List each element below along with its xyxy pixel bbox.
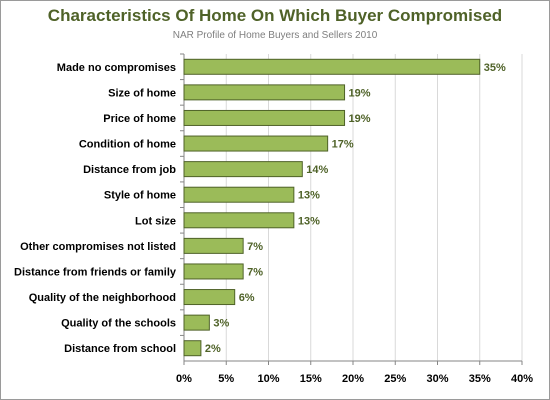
data-label: 13% (298, 190, 320, 202)
bar (183, 263, 244, 280)
bar (183, 84, 346, 101)
bar (183, 314, 210, 331)
category-label: Price of home (103, 113, 176, 125)
data-label: 19% (349, 87, 371, 99)
x-tick-label: 15% (300, 373, 322, 385)
category-label: Lot size (135, 215, 176, 227)
bar (183, 58, 481, 75)
x-tick-label: 10% (257, 373, 279, 385)
x-tick-label: 35% (469, 373, 491, 385)
bar (183, 186, 295, 203)
data-label: 7% (247, 241, 263, 253)
category-label: Quality of the neighborhood (29, 292, 176, 304)
x-tick-label: 30% (426, 373, 448, 385)
x-tick-label: 40% (511, 373, 533, 385)
category-label: Distance from school (64, 343, 176, 355)
category-label: Quality of the schools (61, 318, 176, 330)
category-label: Size of home (108, 87, 176, 99)
data-label: 14% (306, 164, 328, 176)
bar (183, 237, 244, 254)
category-label: Condition of home (79, 139, 176, 151)
category-label: Distance from job (83, 164, 176, 176)
data-label: 17% (332, 139, 354, 151)
category-label: Style of home (104, 190, 176, 202)
data-label: 13% (298, 215, 320, 227)
data-label: 3% (213, 318, 229, 330)
bar (183, 161, 303, 178)
bar (183, 340, 202, 357)
bar (183, 212, 295, 229)
category-label: Made no compromises (57, 62, 176, 74)
bar (183, 289, 236, 306)
data-label: 7% (247, 266, 263, 278)
x-tick-label: 0% (176, 373, 192, 385)
x-tick-label: 20% (342, 373, 364, 385)
x-tick-label: 25% (384, 373, 406, 385)
data-label: 19% (349, 113, 371, 125)
bar (183, 109, 346, 126)
data-label: 2% (205, 343, 221, 355)
category-label: Distance from friends or family (14, 266, 177, 278)
bar (183, 135, 329, 152)
chart-subtitle: NAR Profile of Home Buyers and Sellers 2… (172, 30, 378, 41)
data-label: 6% (239, 292, 255, 304)
x-tick-label: 5% (218, 373, 234, 385)
chart-title: Characteristics Of Home On Which Buyer C… (47, 6, 503, 25)
data-label: 35% (484, 62, 506, 74)
category-label: Other compromises not listed (20, 241, 176, 253)
